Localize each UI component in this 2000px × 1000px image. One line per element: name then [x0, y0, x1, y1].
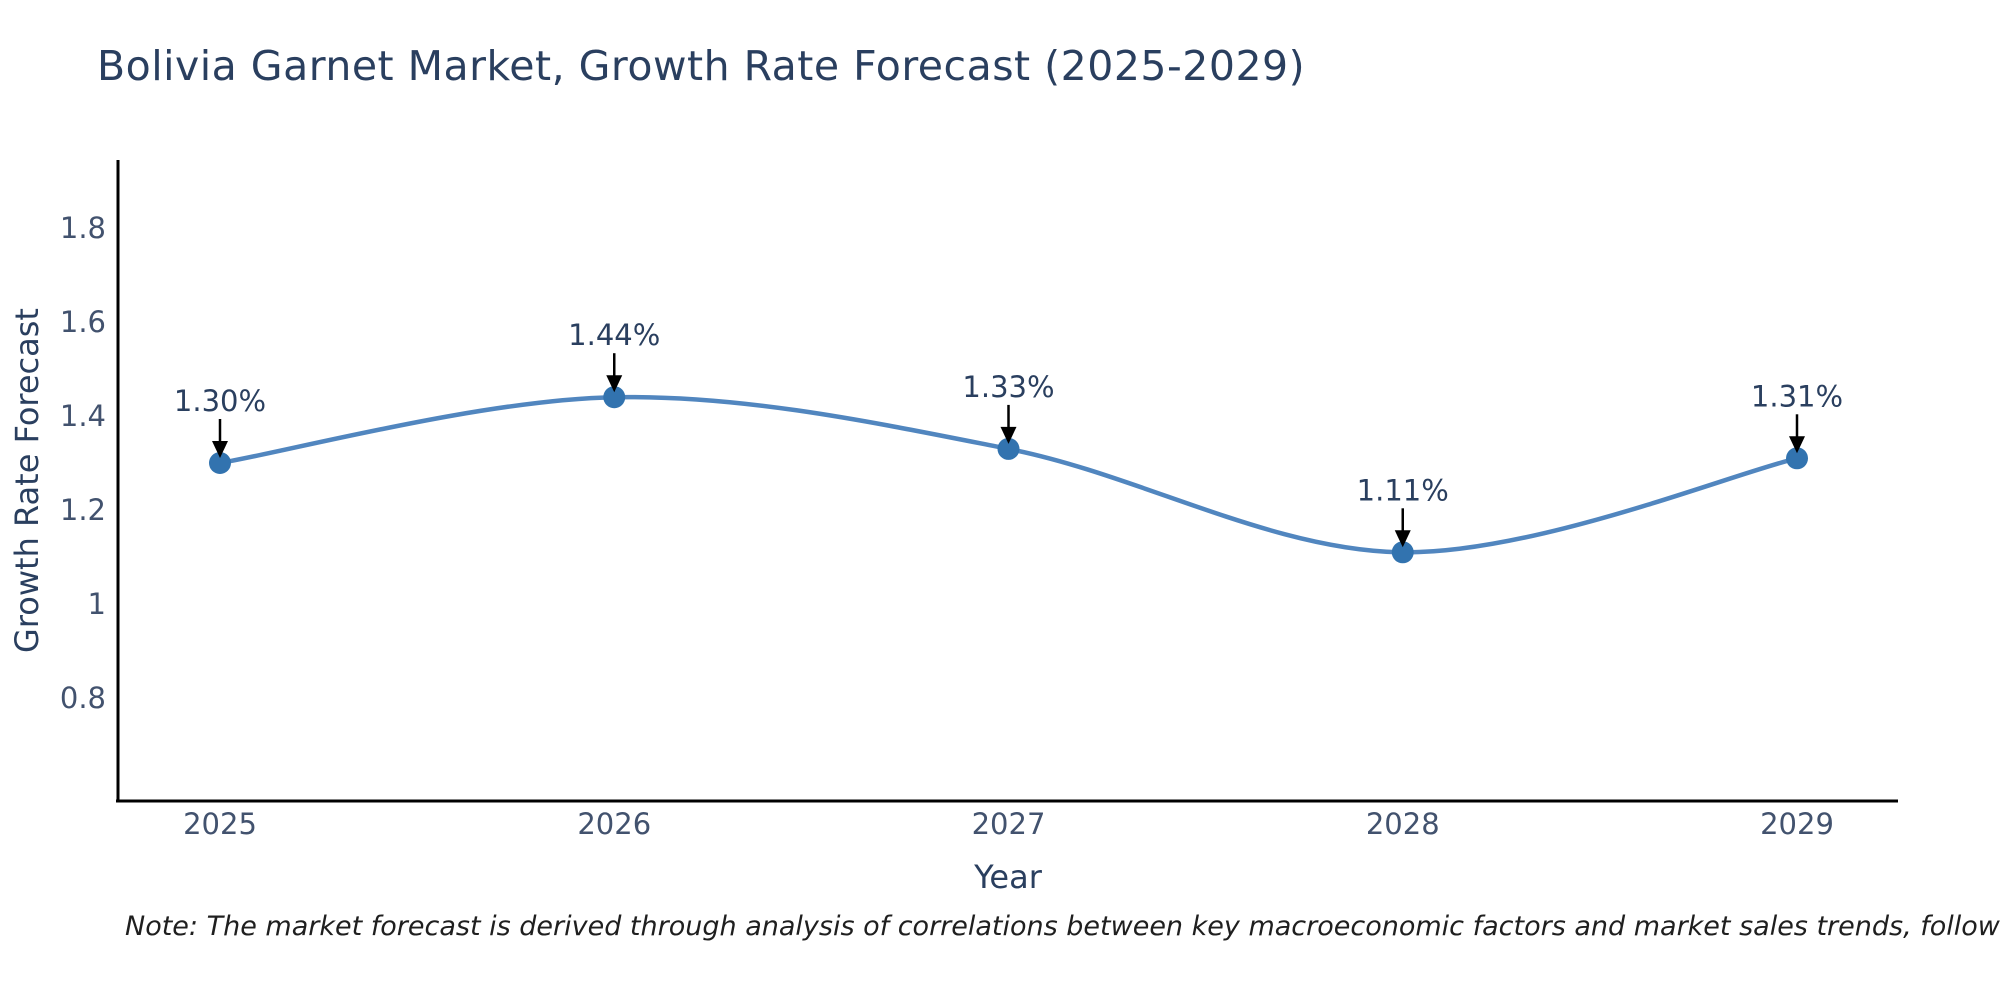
data-point-marker [1786, 447, 1808, 470]
y-tick-label: 1.6 [60, 305, 106, 339]
data-point-label: 1.30% [174, 384, 266, 418]
y-tick-label: 1.4 [60, 399, 106, 433]
y-tick-label: 0.8 [60, 681, 106, 715]
annotation-arrowhead [1000, 426, 1017, 444]
data-point-marker [603, 386, 626, 409]
x-tick-label: 2029 [1760, 807, 1834, 841]
y-tick-label: 1 [88, 587, 106, 621]
data-point-marker [1391, 541, 1414, 564]
y-tick-label: 1.8 [60, 211, 106, 245]
footnote: Note: The market forecast is derived thr… [125, 911, 2000, 942]
annotation-arrowhead [1394, 530, 1411, 548]
data-point-label: 1.44% [568, 318, 660, 352]
y-tick-label: 1.2 [60, 493, 106, 527]
chart-title: Bolivia Garnet Market, Growth Rate Forec… [97, 42, 1306, 90]
x-tick-label: 2026 [577, 807, 651, 841]
data-point-label: 1.31% [1751, 379, 1843, 413]
y-axis-title: Growth Rate Forecast [8, 308, 46, 653]
annotation-arrowhead [1789, 436, 1805, 454]
x-axis-title: Year [973, 858, 1043, 896]
x-tick-label: 2025 [183, 807, 257, 841]
annotation-arrowhead [212, 441, 228, 458]
annotation-arrowhead [606, 375, 623, 393]
data-point-label: 1.11% [1357, 473, 1449, 507]
x-tick-label: 2028 [1366, 807, 1440, 841]
data-point-label: 1.33% [962, 370, 1054, 404]
data-point-marker [209, 452, 231, 474]
x-tick-label: 2027 [972, 807, 1046, 841]
data-point-marker [997, 437, 1020, 460]
